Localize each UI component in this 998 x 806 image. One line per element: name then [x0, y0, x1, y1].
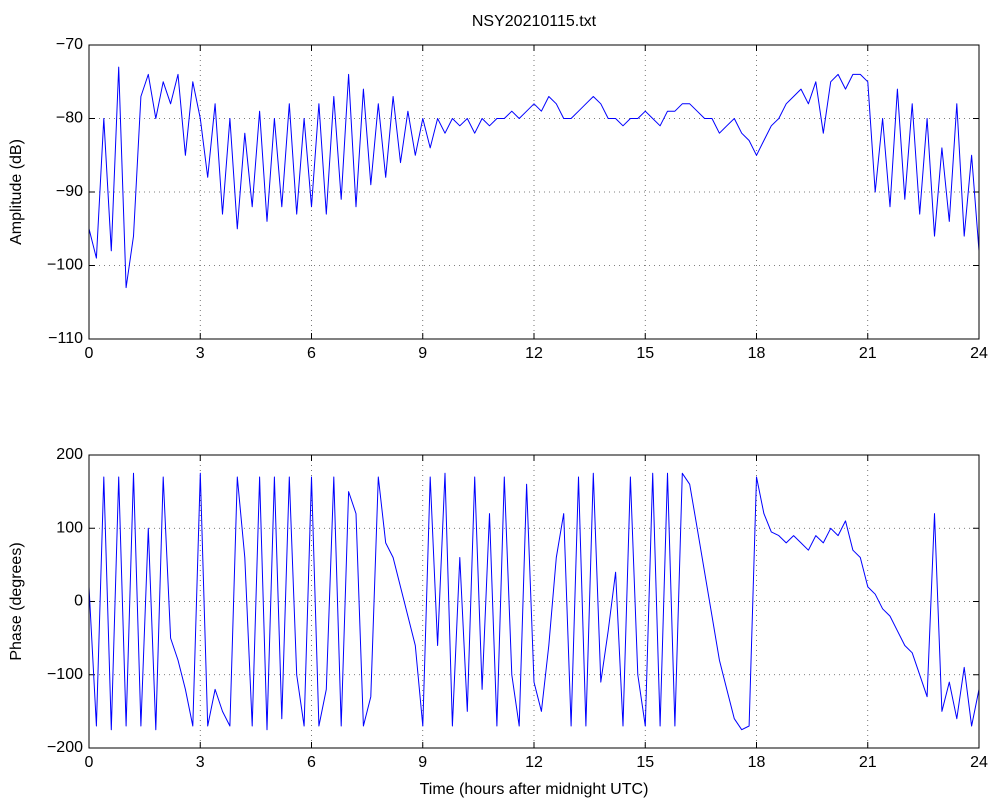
y-tick-label: 100: [56, 519, 83, 536]
x-tick-label: 6: [307, 754, 316, 771]
x-tick-label: 3: [196, 754, 205, 771]
y-tick-label: −200: [47, 739, 83, 756]
y-tick-label: 0: [74, 593, 83, 610]
y-axis-label: Amplitude (dB): [8, 139, 25, 245]
y-axis-label: Phase (degrees): [8, 542, 25, 660]
y-tick-label: −110: [48, 330, 83, 347]
data-line: [88, 66, 980, 289]
x-tick-label: 24: [970, 754, 988, 771]
chart-title: NSY20210115.txt: [472, 13, 597, 30]
x-tick-label: 18: [748, 754, 766, 771]
y-tick-label: −100: [47, 666, 83, 683]
x-tick-label: 18: [748, 345, 766, 362]
x-tick-label: 9: [418, 754, 427, 771]
x-tick-label: 12: [525, 345, 543, 362]
axes-frame: [88, 44, 980, 340]
x-tick-label: 12: [525, 754, 543, 771]
x-tick-label: 15: [636, 754, 654, 771]
x-tick-label: 21: [859, 754, 877, 771]
data-line: [88, 472, 980, 731]
x-tick-label: 24: [970, 345, 988, 362]
x-axis-label: Time (hours after midnight UTC): [420, 781, 649, 798]
y-tick-label: −100: [47, 257, 83, 274]
y-tick-label: −70: [56, 36, 83, 53]
x-tick-label: 3: [196, 345, 205, 362]
x-tick-label: 15: [636, 345, 654, 362]
x-tick-label: 0: [85, 345, 94, 362]
x-tick-label: 0: [85, 754, 94, 771]
axes-frame: [88, 454, 980, 749]
y-tick-label: 200: [56, 446, 83, 463]
x-tick-label: 6: [307, 345, 316, 362]
y-tick-label: −80: [56, 110, 83, 127]
x-tick-label: 21: [859, 345, 877, 362]
y-tick-label: −90: [56, 183, 83, 200]
x-tick-label: 9: [418, 345, 427, 362]
